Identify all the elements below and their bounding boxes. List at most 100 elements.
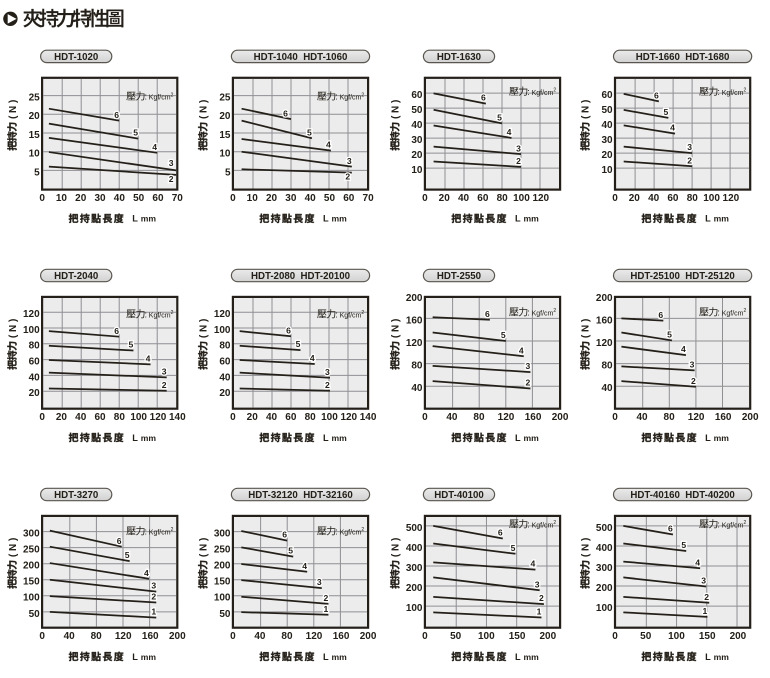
svg-text:120: 120 xyxy=(596,338,613,349)
svg-text:60: 60 xyxy=(152,193,164,204)
svg-text:6: 6 xyxy=(485,309,490,319)
svg-text:4: 4 xyxy=(302,561,307,571)
svg-text:5: 5 xyxy=(34,167,40,178)
svg-text:L: L xyxy=(132,652,138,662)
svg-text:HDT-1630: HDT-1630 xyxy=(437,52,481,63)
svg-text:200: 200 xyxy=(406,293,423,304)
svg-text:5: 5 xyxy=(667,330,672,340)
svg-text:80: 80 xyxy=(601,361,613,372)
svg-text:120: 120 xyxy=(306,631,323,642)
svg-text:3: 3 xyxy=(535,579,540,589)
svg-text:200: 200 xyxy=(169,631,186,642)
svg-text:2: 2 xyxy=(171,527,174,533)
svg-text:5: 5 xyxy=(288,546,293,556)
svg-text:80: 80 xyxy=(114,412,126,423)
svg-text:60: 60 xyxy=(411,90,423,101)
svg-text:300: 300 xyxy=(23,529,40,540)
svg-text:80: 80 xyxy=(411,361,423,372)
svg-text:2: 2 xyxy=(361,310,364,316)
svg-text:160: 160 xyxy=(333,631,350,642)
svg-text:0: 0 xyxy=(230,631,236,642)
svg-text:80: 80 xyxy=(497,193,509,204)
svg-text::: : xyxy=(527,308,530,318)
svg-text:200: 200 xyxy=(552,412,569,423)
svg-text:3: 3 xyxy=(347,156,352,166)
svg-text:1: 1 xyxy=(324,604,329,614)
svg-text:2: 2 xyxy=(516,156,521,166)
svg-text:40: 40 xyxy=(411,120,423,131)
svg-text:60: 60 xyxy=(343,193,355,204)
svg-text:20: 20 xyxy=(629,193,641,204)
svg-text:40: 40 xyxy=(114,193,126,204)
svg-text:60: 60 xyxy=(667,193,679,204)
svg-text:( N ): ( N ) xyxy=(199,100,210,119)
svg-text:60: 60 xyxy=(219,357,231,368)
svg-text:20: 20 xyxy=(75,193,87,204)
svg-text:300: 300 xyxy=(406,563,423,574)
svg-text:Kgf/cm: Kgf/cm xyxy=(532,523,554,530)
svg-text:Kgf/cm: Kgf/cm xyxy=(149,95,171,102)
svg-text:100: 100 xyxy=(703,193,720,204)
svg-text:L: L xyxy=(132,214,138,224)
svg-text:2: 2 xyxy=(151,592,156,602)
svg-text:mm: mm xyxy=(332,433,348,443)
svg-text:L: L xyxy=(705,214,711,224)
svg-text:160: 160 xyxy=(525,412,542,423)
svg-text:25: 25 xyxy=(29,93,41,104)
svg-text:70: 70 xyxy=(363,193,375,204)
svg-text:2: 2 xyxy=(744,308,747,314)
svg-text:5: 5 xyxy=(511,543,516,553)
svg-text:3: 3 xyxy=(526,361,531,371)
svg-text:80: 80 xyxy=(29,341,41,352)
svg-text:mm: mm xyxy=(714,433,730,443)
svg-text:0: 0 xyxy=(230,412,236,423)
svg-text:80: 80 xyxy=(687,193,699,204)
svg-text::: : xyxy=(145,310,148,320)
svg-text:HDT-3270: HDT-3270 xyxy=(54,490,98,501)
svg-text:Kgf/cm: Kgf/cm xyxy=(340,95,362,102)
svg-text:30: 30 xyxy=(601,135,613,146)
svg-text:6: 6 xyxy=(668,524,673,534)
svg-text:mm: mm xyxy=(141,214,157,224)
svg-text:200: 200 xyxy=(214,561,231,572)
svg-text:5: 5 xyxy=(307,127,312,137)
svg-text:mm: mm xyxy=(524,214,540,224)
svg-text:3: 3 xyxy=(151,581,156,591)
svg-text:100: 100 xyxy=(478,631,495,642)
svg-text:3: 3 xyxy=(169,158,174,168)
svg-text:3: 3 xyxy=(325,367,330,377)
svg-text:80: 80 xyxy=(473,412,485,423)
svg-text:40: 40 xyxy=(219,372,231,383)
svg-text:HDT-1020: HDT-1020 xyxy=(54,52,98,63)
svg-text:L: L xyxy=(132,433,138,443)
svg-text:3: 3 xyxy=(690,359,695,369)
svg-text:50: 50 xyxy=(411,105,423,116)
svg-text:4: 4 xyxy=(146,353,151,363)
svg-text:60: 60 xyxy=(601,90,613,101)
svg-text:200: 200 xyxy=(596,293,613,304)
svg-text:Kgf/cm: Kgf/cm xyxy=(532,311,554,318)
svg-text:40: 40 xyxy=(446,412,458,423)
svg-text:20: 20 xyxy=(29,388,41,399)
svg-text:3: 3 xyxy=(687,142,692,152)
svg-text:50: 50 xyxy=(219,609,231,620)
svg-text:100: 100 xyxy=(406,603,423,614)
svg-text:100: 100 xyxy=(130,412,147,423)
svg-text:L: L xyxy=(323,433,329,443)
svg-text:2: 2 xyxy=(553,308,556,314)
svg-text:80: 80 xyxy=(305,412,317,423)
svg-text:5: 5 xyxy=(663,107,668,117)
svg-text:120: 120 xyxy=(688,412,705,423)
svg-text:50: 50 xyxy=(450,631,462,642)
svg-text:40: 40 xyxy=(411,383,423,394)
svg-text:0: 0 xyxy=(39,412,45,423)
svg-text:4: 4 xyxy=(695,557,700,567)
svg-text:120: 120 xyxy=(23,309,40,320)
svg-text:5: 5 xyxy=(225,167,231,178)
svg-text:100: 100 xyxy=(668,631,685,642)
svg-text:mm: mm xyxy=(714,214,730,224)
svg-text:2: 2 xyxy=(687,155,692,165)
svg-text:Kgf/cm: Kgf/cm xyxy=(149,313,171,320)
svg-text:120: 120 xyxy=(406,338,423,349)
svg-text:2: 2 xyxy=(171,92,174,98)
